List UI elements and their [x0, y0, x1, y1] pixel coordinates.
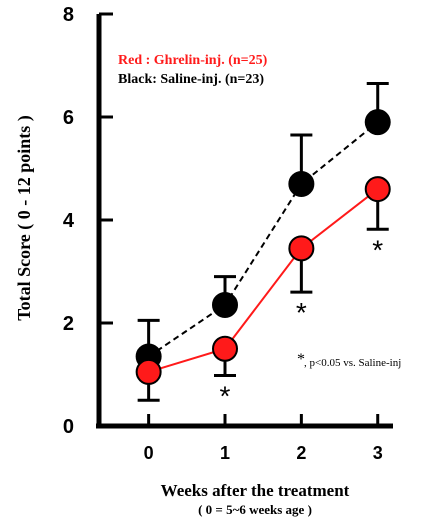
x-axis-label: Weeks after the treatment — [161, 481, 350, 500]
legend-entry-ghrelin: Red : Ghrelin-inj. (n=25) — [118, 53, 268, 68]
y-ticks: 0 2 4 6 8 — [63, 4, 113, 438]
data-point-saline — [364, 109, 391, 136]
y-tick-label: 8 — [63, 4, 74, 26]
series-ghrelin — [135, 176, 391, 402]
y-tick-label: 4 — [63, 210, 75, 232]
data-point-saline — [212, 291, 238, 318]
x-tick-label: 2 — [296, 443, 306, 463]
y-tick-label: 2 — [63, 313, 74, 335]
significance-note-mark: * — [297, 351, 305, 368]
x-tick-label: 1 — [220, 443, 230, 463]
data-point-ghrelin — [212, 335, 238, 362]
series-layer — [135, 82, 391, 402]
y-axis-label: Total Score ( 0 - 12 points ) — [14, 115, 35, 321]
series-line-saline — [148, 121, 379, 358]
significance-note-text: , p<0.05 vs. Saline-inj — [304, 357, 401, 369]
x-axis-sublabel: ( 0 = 5~6 weeks age ) — [198, 502, 312, 517]
significance-asterisk: * — [296, 297, 307, 328]
x-tick-label: 0 — [144, 443, 154, 463]
data-point-ghrelin — [364, 176, 391, 203]
legend: Red : Ghrelin-inj. (n=25) Black: Saline-… — [118, 53, 268, 87]
x-tick-label: 3 — [373, 443, 383, 463]
y-tick-label: 6 — [63, 107, 74, 129]
series-saline — [135, 82, 391, 370]
data-point-saline — [288, 170, 315, 197]
significance-asterisk: * — [220, 381, 231, 412]
legend-entry-saline: Black: Saline-inj. (n=23) — [118, 72, 264, 87]
x-ticks: 0 1 2 3 — [144, 414, 383, 463]
significance-note: * , p<0.05 vs. Saline-inj — [297, 351, 401, 369]
data-point-ghrelin — [288, 235, 315, 262]
y-tick-label: 0 — [63, 416, 74, 438]
significance-markers: * * * — [220, 234, 384, 411]
data-point-ghrelin — [135, 358, 162, 385]
series-line-ghrelin — [148, 188, 379, 373]
significance-asterisk: * — [372, 234, 383, 265]
